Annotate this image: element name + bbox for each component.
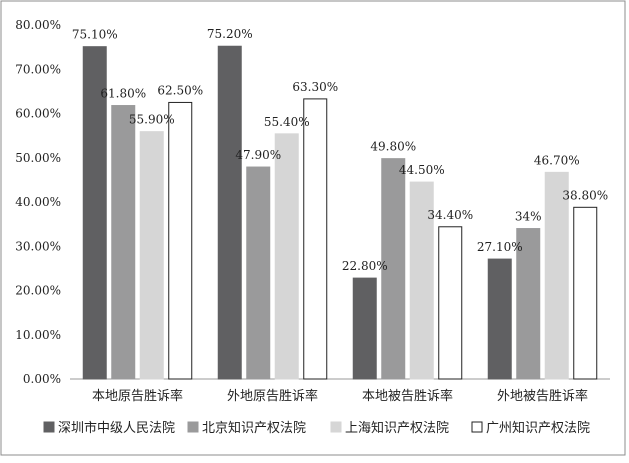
legend-label: 北京知识产权法院 [202, 420, 306, 436]
data-label: 75.10% [72, 28, 118, 42]
legend-label: 上海知识产权法院 [345, 420, 449, 436]
x-tick-label: 外地被告胜诉率 [497, 388, 588, 404]
legend-swatch [330, 421, 342, 433]
data-label: 62.50% [157, 83, 203, 97]
bar [82, 46, 107, 380]
data-label: 38.80% [562, 188, 608, 202]
y-tick-label: 0.00% [23, 372, 61, 386]
legend-label: 深圳市中级人民法院 [58, 420, 175, 436]
x-tick-label: 本地原告胜诉率 [92, 388, 183, 404]
y-tick-label: 50.00% [15, 151, 61, 165]
legend-swatch [187, 421, 199, 433]
bar [487, 258, 512, 380]
data-label: 44.50% [399, 163, 445, 177]
y-tick-label: 60.00% [15, 107, 61, 121]
bar [438, 226, 463, 380]
bar [381, 158, 406, 380]
bar [303, 98, 328, 380]
data-label: 47.90% [235, 148, 281, 162]
legend-swatch [471, 421, 483, 433]
y-tick-label: 10.00% [15, 328, 61, 342]
data-label: 34% [515, 210, 542, 224]
x-tick-label: 本地被告胜诉率 [362, 388, 453, 404]
y-tick-label: 30.00% [15, 239, 61, 253]
data-label: 34.40% [427, 208, 473, 222]
data-label: 22.80% [342, 259, 388, 273]
bar [246, 166, 271, 380]
data-label: 63.30% [292, 80, 338, 94]
bar [168, 101, 193, 380]
x-tick-label: 外地原告胜诉率 [227, 388, 318, 404]
bar [544, 171, 569, 380]
data-label: 49.80% [370, 140, 416, 154]
bar [274, 133, 299, 380]
data-label: 55.90% [129, 113, 175, 127]
y-tick-label: 20.00% [15, 284, 61, 298]
data-label: 55.40% [264, 115, 310, 129]
bar [217, 45, 242, 380]
legend-swatch [43, 421, 55, 433]
bar [516, 228, 541, 380]
bar [139, 131, 164, 380]
bar [111, 105, 136, 380]
y-tick-label: 80.00% [15, 18, 61, 32]
bar [352, 277, 377, 380]
data-label: 46.70% [534, 153, 580, 167]
legend-label: 广州知识产权法院 [486, 420, 590, 436]
y-tick-label: 70.00% [15, 62, 61, 76]
data-label: 27.10% [477, 240, 523, 254]
bar [409, 181, 434, 380]
data-label: 75.20% [207, 27, 253, 41]
data-label: 61.80% [100, 87, 146, 101]
bar [573, 206, 598, 380]
y-tick-label: 40.00% [15, 195, 61, 209]
